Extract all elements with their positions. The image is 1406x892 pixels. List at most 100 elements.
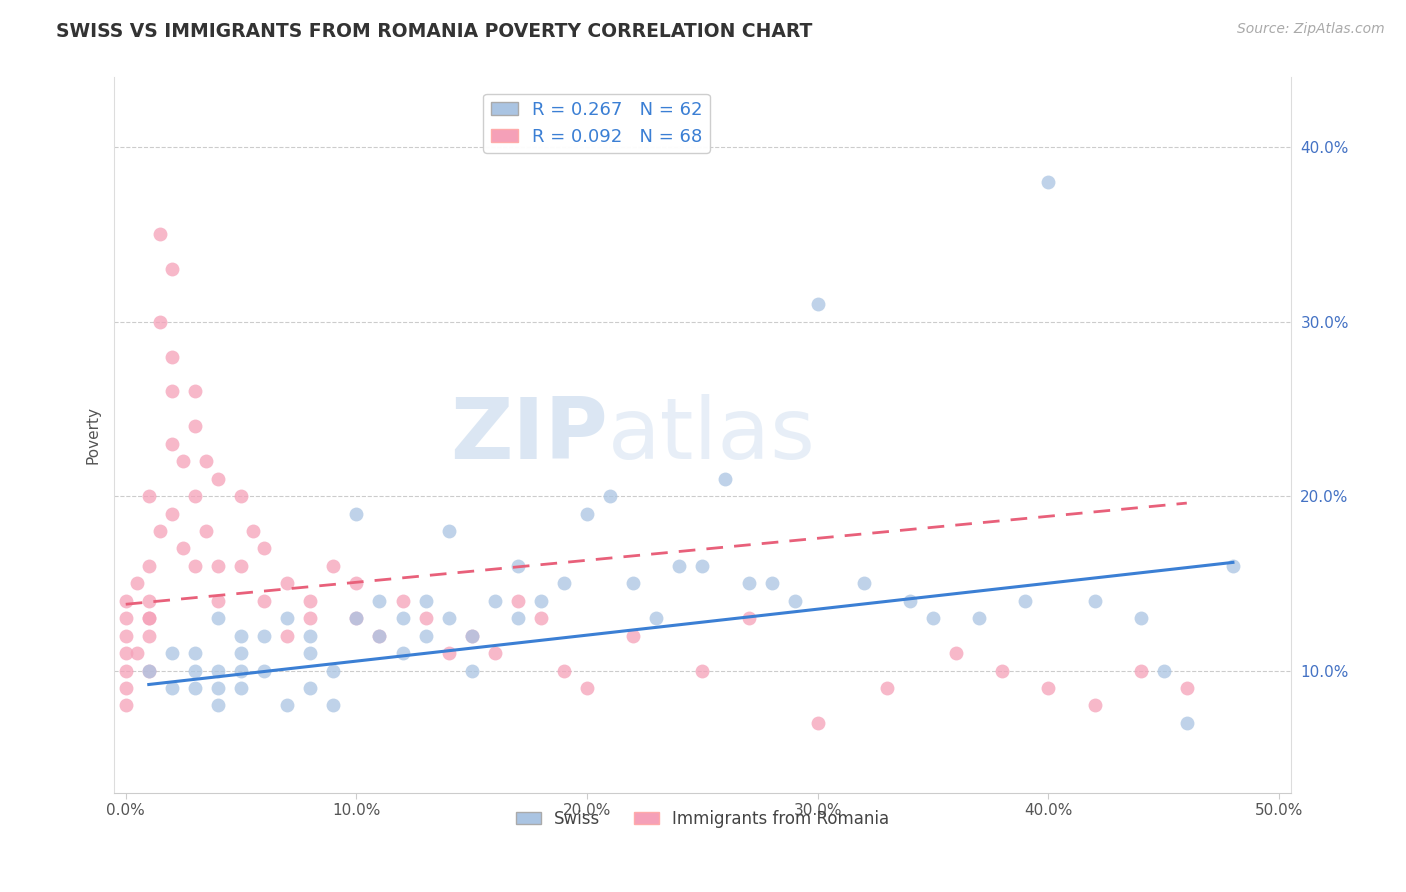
Point bbox=[1083, 698, 1105, 713]
Point bbox=[576, 507, 599, 521]
Point bbox=[876, 681, 898, 695]
Point bbox=[461, 664, 484, 678]
Point bbox=[761, 576, 783, 591]
Point bbox=[114, 594, 136, 608]
Point bbox=[391, 646, 413, 660]
Point bbox=[207, 558, 229, 573]
Point bbox=[530, 594, 553, 608]
Point bbox=[368, 594, 391, 608]
Point bbox=[253, 541, 276, 556]
Point bbox=[922, 611, 945, 625]
Point bbox=[184, 681, 207, 695]
Point bbox=[484, 646, 506, 660]
Point bbox=[461, 629, 484, 643]
Point bbox=[207, 472, 229, 486]
Point bbox=[737, 576, 759, 591]
Point bbox=[437, 611, 460, 625]
Point bbox=[692, 664, 714, 678]
Point bbox=[807, 715, 830, 730]
Point bbox=[184, 646, 207, 660]
Point bbox=[160, 436, 183, 450]
Point bbox=[127, 646, 149, 660]
Point bbox=[242, 524, 264, 538]
Point bbox=[391, 611, 413, 625]
Point bbox=[344, 611, 367, 625]
Point bbox=[1175, 715, 1198, 730]
Point bbox=[783, 594, 806, 608]
Point bbox=[344, 507, 367, 521]
Point bbox=[506, 558, 529, 573]
Point bbox=[207, 594, 229, 608]
Point bbox=[299, 646, 322, 660]
Point bbox=[184, 419, 207, 434]
Point bbox=[967, 611, 990, 625]
Point bbox=[945, 646, 967, 660]
Point bbox=[599, 489, 621, 503]
Point bbox=[1038, 681, 1060, 695]
Point bbox=[229, 664, 252, 678]
Point bbox=[553, 576, 575, 591]
Point bbox=[322, 558, 344, 573]
Point bbox=[149, 524, 172, 538]
Point bbox=[114, 681, 136, 695]
Point bbox=[207, 664, 229, 678]
Point bbox=[437, 524, 460, 538]
Y-axis label: Poverty: Poverty bbox=[86, 406, 100, 464]
Point bbox=[195, 524, 218, 538]
Point bbox=[184, 558, 207, 573]
Point bbox=[138, 611, 160, 625]
Point bbox=[852, 576, 875, 591]
Point bbox=[184, 664, 207, 678]
Point bbox=[276, 698, 298, 713]
Point bbox=[172, 454, 194, 468]
Point bbox=[1153, 664, 1175, 678]
Point bbox=[160, 262, 183, 277]
Point bbox=[229, 681, 252, 695]
Point bbox=[229, 646, 252, 660]
Point bbox=[621, 576, 644, 591]
Point bbox=[299, 611, 322, 625]
Point bbox=[368, 629, 391, 643]
Point bbox=[138, 664, 160, 678]
Point bbox=[437, 646, 460, 660]
Point bbox=[160, 384, 183, 399]
Point bbox=[184, 489, 207, 503]
Point bbox=[160, 681, 183, 695]
Point bbox=[276, 629, 298, 643]
Point bbox=[160, 646, 183, 660]
Point bbox=[149, 227, 172, 242]
Point bbox=[668, 558, 690, 573]
Point bbox=[138, 489, 160, 503]
Point bbox=[114, 611, 136, 625]
Point bbox=[391, 594, 413, 608]
Point bbox=[1129, 664, 1152, 678]
Point bbox=[898, 594, 921, 608]
Point bbox=[299, 681, 322, 695]
Point bbox=[138, 611, 160, 625]
Point bbox=[991, 664, 1014, 678]
Point bbox=[506, 594, 529, 608]
Point bbox=[484, 594, 506, 608]
Point bbox=[160, 350, 183, 364]
Point bbox=[127, 576, 149, 591]
Point bbox=[737, 611, 759, 625]
Point bbox=[138, 629, 160, 643]
Point bbox=[553, 664, 575, 678]
Point bbox=[1014, 594, 1036, 608]
Point bbox=[1038, 175, 1060, 189]
Point bbox=[1083, 594, 1105, 608]
Point bbox=[461, 629, 484, 643]
Point bbox=[530, 611, 553, 625]
Text: ZIP: ZIP bbox=[450, 393, 609, 476]
Point bbox=[415, 629, 437, 643]
Point bbox=[1129, 611, 1152, 625]
Point bbox=[114, 698, 136, 713]
Point bbox=[229, 558, 252, 573]
Point bbox=[195, 454, 218, 468]
Point bbox=[229, 629, 252, 643]
Point bbox=[344, 576, 367, 591]
Point bbox=[368, 629, 391, 643]
Point bbox=[138, 664, 160, 678]
Point bbox=[138, 558, 160, 573]
Point bbox=[276, 611, 298, 625]
